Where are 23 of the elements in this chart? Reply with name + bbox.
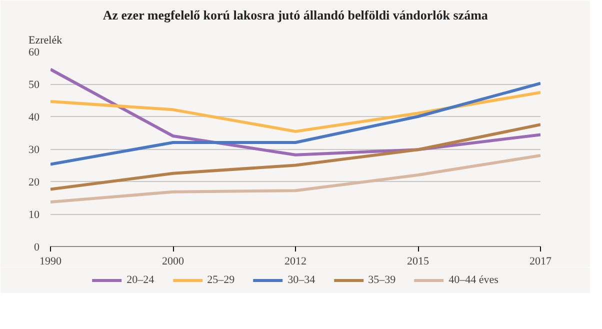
y-tick-label: 50 bbox=[28, 79, 40, 91]
y-axis-title: Ezrelék bbox=[28, 34, 63, 46]
y-tick-label: 60 bbox=[28, 46, 40, 58]
x-tick-label: 2017 bbox=[530, 256, 552, 268]
legend-label: 25–29 bbox=[207, 274, 235, 286]
legend-label: 40–44 éves bbox=[448, 274, 498, 286]
line-series bbox=[50, 82, 540, 166]
legend-label: 20–24 bbox=[126, 274, 154, 286]
chart-title: Az ezer megfelelő korú lakosra jutó állandó belföldi vándorlók száma bbox=[102, 8, 488, 22]
legend-label: 30–34 bbox=[288, 274, 316, 286]
y-tick-label: 20 bbox=[28, 176, 40, 188]
y-tick-label: 10 bbox=[28, 209, 40, 221]
line-series bbox=[50, 123, 540, 191]
x-tick-label: 1990 bbox=[40, 256, 62, 268]
x-tick-label: 2015 bbox=[407, 256, 430, 268]
line-series bbox=[50, 90, 540, 133]
y-tick-label: 40 bbox=[28, 112, 40, 124]
legend-label: 35–39 bbox=[368, 274, 396, 286]
y-tick-label: 0 bbox=[34, 242, 40, 254]
line-series bbox=[50, 154, 540, 204]
y-tick-label: 30 bbox=[28, 144, 40, 156]
x-tick-label: 2012 bbox=[284, 256, 306, 268]
x-tick-label: 2000 bbox=[162, 256, 184, 268]
